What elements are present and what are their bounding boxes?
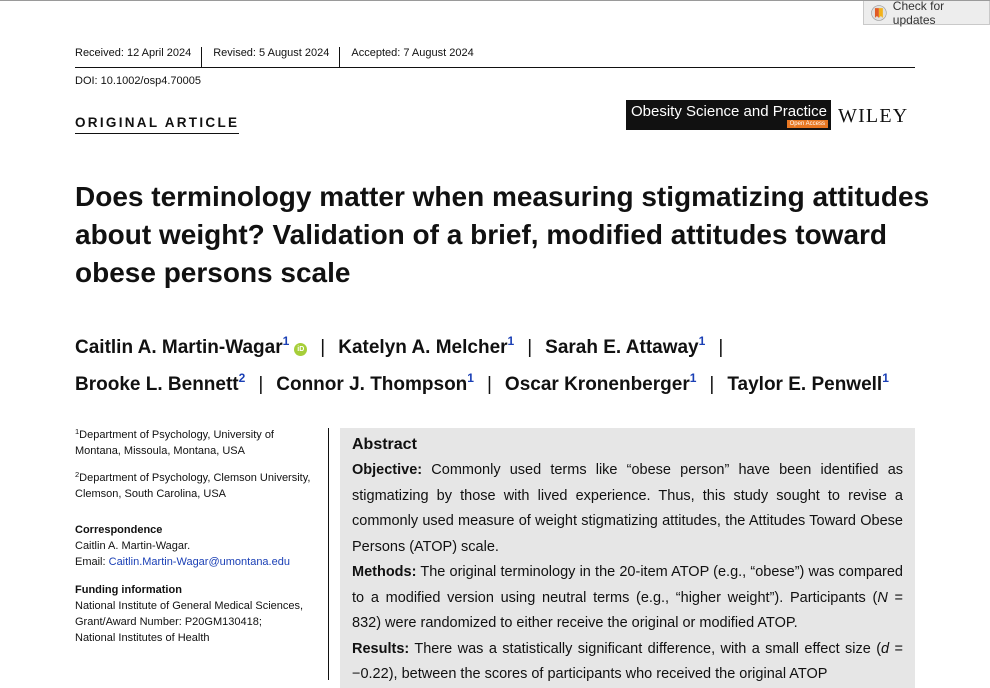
date-separator xyxy=(201,47,203,67)
results-text: = −0.22), between the scores of particip… xyxy=(352,640,903,683)
funding-heading: Funding information xyxy=(75,584,182,596)
results-label: Results: xyxy=(352,640,410,657)
abstract-results: Results: There was a statistically signi… xyxy=(352,637,903,688)
open-access-badge: Open Access xyxy=(786,120,828,128)
column-divider xyxy=(328,428,329,680)
abstract-methods: Methods: The original terminology in the… xyxy=(352,560,903,637)
top-border xyxy=(0,0,990,1)
check-for-updates-button[interactable]: Check for updates xyxy=(863,0,990,27)
affiliation: 2Department of Psychology, Clemson Unive… xyxy=(75,467,320,502)
crossmark-icon xyxy=(871,4,887,21)
abstract-box: Abstract Objective: Commonly used terms … xyxy=(340,428,915,688)
accepted-date: Accepted: 7 August 2024 xyxy=(351,47,474,59)
affiliation-text: Department of Psychology, University of … xyxy=(75,429,274,457)
author-affiliation-sup[interactable]: 1 xyxy=(698,334,706,348)
methods-label: Methods: xyxy=(352,564,417,580)
affiliation: 1Department of Psychology, University of… xyxy=(75,424,320,459)
objective-label: Objective: xyxy=(352,462,423,478)
author-name[interactable]: Caitlin A. Martin-Wagar xyxy=(75,337,283,358)
author-affiliation-sup[interactable]: 1 xyxy=(282,334,290,348)
journal-name: Obesity Science and Practice xyxy=(631,103,827,120)
affiliation-text: Department of Psychology, Clemson Univer… xyxy=(75,472,311,500)
author-name[interactable]: Brooke L. Bennett xyxy=(75,374,239,395)
author-affiliation-sup[interactable]: 2 xyxy=(238,371,246,385)
correspondence-name: Caitlin A. Martin-Wagar. xyxy=(75,540,191,552)
received-date: Received: 12 April 2024 xyxy=(75,47,192,59)
author-name[interactable]: Connor J. Thompson xyxy=(276,374,468,395)
doi[interactable]: DOI: 10.1002/osp4.70005 xyxy=(75,75,201,87)
author-separator: | xyxy=(320,337,326,358)
check-for-updates-label: Check for updates xyxy=(892,0,945,27)
author-separator: | xyxy=(258,374,264,395)
publication-dates: Received: 12 April 2024 Revised: 5 Augus… xyxy=(75,47,915,67)
author-separator: | xyxy=(718,337,724,358)
section-label: ORIGINAL ARTICLE xyxy=(75,115,240,134)
author-name[interactable]: Katelyn A. Melcher xyxy=(338,337,508,358)
correspondence-heading: Correspondence xyxy=(75,524,163,536)
correspondence-email-line: Email: Caitlin.Martin-Wagar@umontana.edu xyxy=(75,554,320,570)
author-name[interactable]: Sarah E. Attaway xyxy=(545,337,699,358)
results-text: There was a statistically significant di… xyxy=(414,640,882,657)
article-title: Does terminology matter when measuring s… xyxy=(75,181,930,288)
author-list: Caitlin A. Martin-Wagar1iD | Katelyn A. Me… xyxy=(75,326,935,400)
author-name[interactable]: Oscar Kronenberger xyxy=(504,374,690,395)
article-info-column: 1Department of Psychology, University of… xyxy=(75,424,320,646)
objective-text: Commonly used terms like “obese person” … xyxy=(352,462,904,555)
orcid-icon[interactable]: iD xyxy=(294,343,308,356)
methods-n-symbol: N xyxy=(877,589,888,606)
publisher-logo[interactable]: WILEY xyxy=(838,105,909,127)
affiliation-sup: 1 xyxy=(75,427,80,436)
journal-logo[interactable]: Obesity Science and Practice Open Access xyxy=(626,100,831,130)
email-label: Email: xyxy=(75,556,106,568)
author-separator: | xyxy=(486,374,492,395)
funding-line: Grant/Award Number: P20GM130418; xyxy=(75,616,262,628)
results-d-symbol: d xyxy=(881,640,890,657)
author-affiliation-sup[interactable]: 1 xyxy=(507,334,515,348)
email-link[interactable]: Caitlin.Martin-Wagar@umontana.edu xyxy=(108,556,290,568)
header-rule xyxy=(75,67,915,68)
funding-line: National Institute of General Medical Sc… xyxy=(75,600,304,612)
revised-date: Revised: 5 August 2024 xyxy=(213,47,330,59)
author-separator: | xyxy=(709,374,715,395)
abstract-heading: Abstract xyxy=(352,436,417,453)
author-affiliation-sup[interactable]: 1 xyxy=(882,371,889,385)
affiliation-sup: 2 xyxy=(75,470,80,479)
date-separator xyxy=(339,47,341,67)
methods-text: = 832) were randomized to either receive… xyxy=(352,589,903,632)
methods-text: The original terminology in the 20-item … xyxy=(352,564,903,606)
author-separator: | xyxy=(527,337,533,358)
author-affiliation-sup[interactable]: 1 xyxy=(467,371,474,385)
author-affiliation-sup[interactable]: 1 xyxy=(689,371,697,385)
abstract-objective: Objective: Commonly used terms like “obe… xyxy=(352,458,903,560)
funding-line: National Institutes of Health xyxy=(75,632,210,644)
author-name[interactable]: Taylor E. Penwell xyxy=(727,374,883,395)
